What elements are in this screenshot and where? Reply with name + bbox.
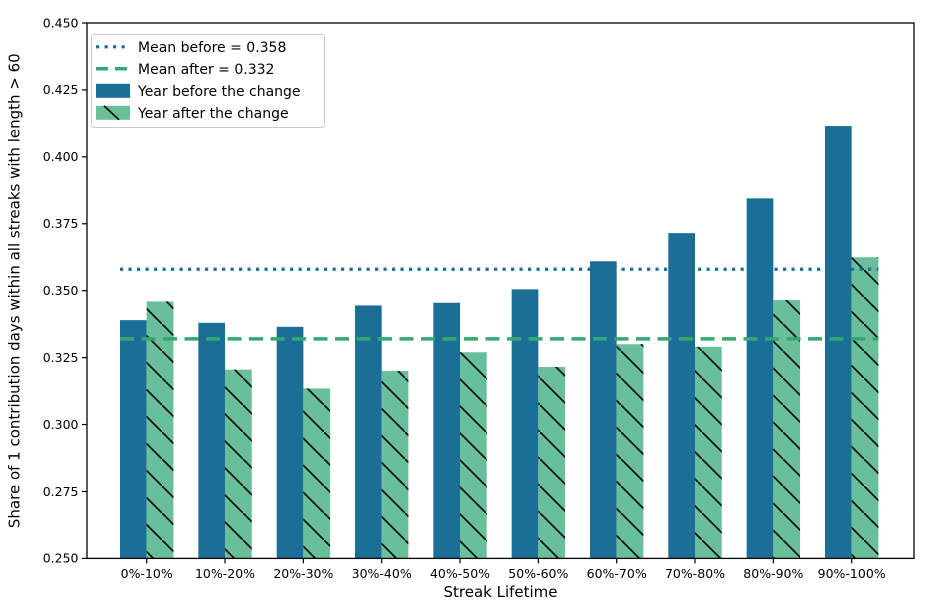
x-tick-label: 60%-70% — [587, 566, 647, 581]
y-tick-label: 0.250 — [43, 551, 79, 566]
x-tick-label: 10%-20% — [195, 566, 255, 581]
x-tick-label: 40%-50% — [430, 566, 490, 581]
bar-year-after-hatch-5 — [538, 366, 566, 559]
bar-year-before-3 — [354, 305, 382, 559]
bar-year-after-hatch-3 — [381, 371, 409, 559]
legend-entry-label: Year after the change — [137, 106, 289, 122]
x-tick-label: 80%-90% — [743, 566, 803, 581]
y-tick-label: 0.350 — [43, 283, 79, 298]
y-tick-label: 0.325 — [43, 350, 79, 365]
legend-swatch-hatch — [103, 105, 120, 121]
bar-year-after-hatch-8 — [773, 300, 801, 559]
legend-entry-label: Mean after = 0.332 — [138, 62, 274, 78]
legend-swatch-before — [96, 83, 130, 98]
bar-year-before-5 — [511, 289, 539, 559]
legend-swatch-after — [96, 105, 130, 120]
y-tick-label: 0.450 — [43, 15, 79, 30]
bar-year-before-4 — [433, 302, 461, 559]
x-tick-label: 90%-100% — [818, 566, 886, 581]
bar-year-before-9 — [824, 126, 852, 559]
bar-year-after-hatch-1 — [225, 369, 252, 559]
y-axis-label: Share of 1 contribution days within all … — [6, 53, 24, 528]
legend-entry-label: Year before the change — [137, 84, 301, 100]
bar-year-after-hatch-2 — [303, 388, 331, 559]
bar-year-before-1 — [198, 322, 226, 559]
x-axis-label: Streak Lifetime — [443, 583, 557, 601]
bar-year-before-6 — [589, 261, 617, 559]
x-tick-label: 0%-10% — [121, 566, 173, 581]
bar-year-before-0 — [120, 320, 147, 559]
x-tick-label: 70%-80% — [665, 566, 725, 581]
legend: Mean before = 0.358 Mean after = 0.332 Yea… — [91, 34, 325, 128]
x-tick-label: 20%-30% — [273, 566, 333, 581]
y-tick-label: 0.425 — [43, 82, 79, 97]
y-tick-label: 0.400 — [43, 149, 79, 164]
bar-year-after-hatch-6 — [616, 344, 644, 559]
bar-year-before-7 — [668, 233, 696, 559]
y-tick-label: 0.275 — [43, 484, 79, 499]
y-tick-label: 0.300 — [43, 417, 79, 432]
x-tick-label: 50%-60% — [508, 566, 568, 581]
bar-year-after-hatch-0 — [146, 301, 174, 559]
bar-year-before-8 — [746, 198, 774, 559]
bar-year-after-hatch-9 — [851, 257, 879, 559]
legend-box — [91, 34, 325, 128]
x-tick-label: 30%-40% — [352, 566, 412, 581]
y-tick-label: 0.375 — [43, 216, 79, 231]
bar-year-after-hatch-4 — [460, 352, 487, 559]
bar-year-after-hatch-7 — [695, 346, 722, 559]
legend-entry-label: Mean before = 0.358 — [138, 40, 286, 56]
bar-year-before-2 — [276, 326, 304, 559]
